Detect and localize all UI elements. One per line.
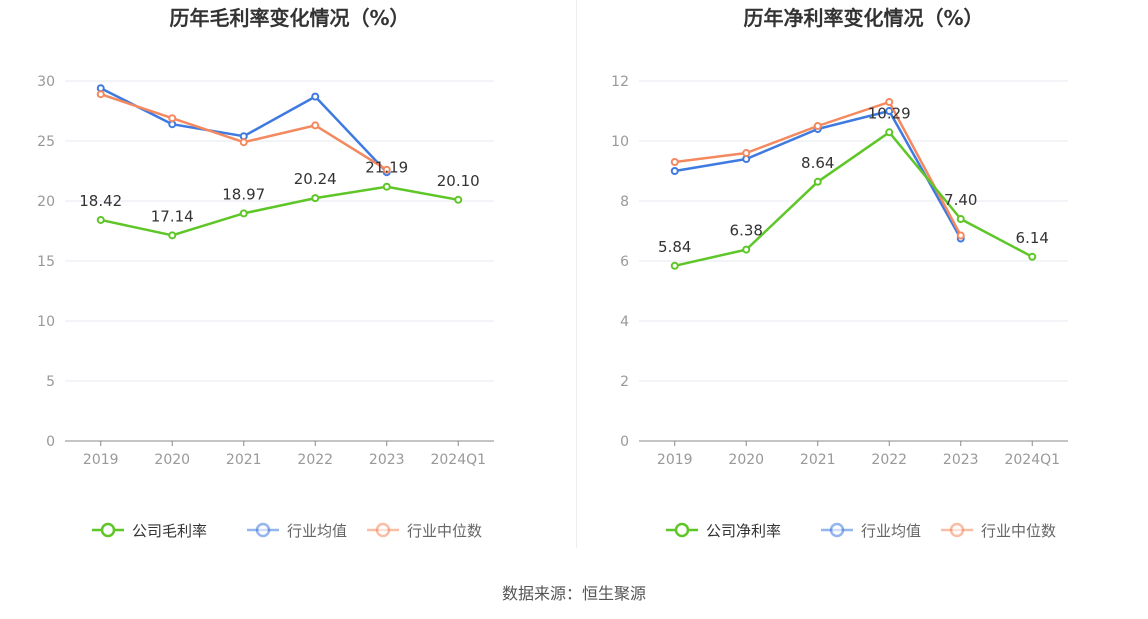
data-point-industry_avg — [311, 92, 320, 101]
data-point-industry_median — [239, 138, 248, 147]
y-tick-label: 6 — [620, 254, 629, 270]
y-tick-label: 30 — [37, 74, 55, 90]
data-point-industry_avg — [670, 167, 679, 175]
data-point-industry_median — [885, 98, 894, 106]
data-point-company — [670, 261, 679, 270]
net-margin-chart: 历年净利率变化情况（%） 0 2 4 6 8 10 12 2019 2020 2021 2022 202… — [574, 0, 1148, 560]
data-label: 8.64 — [801, 154, 834, 172]
legend-label: 公司净利率 — [706, 522, 781, 540]
data-point-company — [1028, 252, 1037, 261]
x-tick-label: 2022 — [871, 452, 907, 468]
data-label: 6.14 — [1016, 229, 1049, 247]
x-tick-label: 2022 — [297, 452, 333, 468]
legend-label: 行业中位数 — [407, 522, 482, 540]
data-point-company — [454, 195, 463, 204]
data-label: 5.84 — [658, 238, 691, 256]
data-label: 20.24 — [294, 170, 337, 188]
x-tick-label: 2019 — [83, 452, 119, 468]
x-tick-label: 2020 — [154, 452, 190, 468]
data-point-company — [885, 128, 894, 137]
data-label: 10.29 — [868, 104, 911, 122]
y-tick-label: 10 — [37, 314, 55, 330]
legend-swatch-marker — [949, 522, 965, 538]
x-tick-label: 2024Q1 — [430, 452, 486, 468]
chart-title: 历年毛利率变化情况（%） — [169, 6, 409, 30]
y-tick-label: 8 — [620, 194, 629, 210]
y-tick-label: 12 — [611, 74, 629, 90]
data-point-industry_median — [670, 158, 679, 166]
data-label: 6.38 — [730, 222, 763, 240]
x-tick-label: 2021 — [226, 452, 262, 468]
data-label: 18.42 — [79, 192, 122, 210]
data-point-industry_median — [168, 114, 177, 123]
legend-swatch-marker — [255, 522, 271, 538]
legend-label: 公司毛利率 — [132, 522, 207, 540]
data-point-company — [956, 215, 965, 223]
data-point-industry_median — [813, 122, 822, 130]
gross-margin-chart-svg: 历年毛利率变化情况（%） 0 5 10 15 20 25 30 2019 2020 2021 2022… — [37, 6, 494, 540]
legend-swatch-marker — [829, 522, 845, 538]
x-tick-label: 2024Q1 — [1004, 452, 1060, 468]
data-point-company — [311, 194, 320, 203]
legend-swatch-marker — [100, 522, 116, 538]
x-tick-label: 2020 — [728, 452, 764, 468]
series-line-company — [674, 131, 1033, 268]
y-tick-label: 25 — [37, 134, 55, 150]
series-line-industry_median — [100, 93, 388, 171]
y-tick-label: 20 — [37, 194, 55, 210]
data-point-company — [239, 209, 248, 218]
data-point-company — [813, 177, 822, 186]
x-tick-label: 2021 — [800, 452, 836, 468]
y-tick-label: 0 — [620, 434, 629, 450]
data-point-company — [96, 215, 105, 224]
chart-title: 历年净利率变化情况（%） — [743, 6, 983, 30]
y-tick-label: 10 — [611, 134, 629, 150]
data-label: 20.10 — [437, 172, 480, 190]
x-tick-label: 2023 — [369, 452, 405, 468]
y-tick-label: 5 — [46, 374, 55, 390]
data-point-industry_median — [382, 165, 391, 174]
legend-swatch-marker — [375, 522, 391, 538]
y-tick-label: 2 — [620, 374, 629, 390]
data-point-industry_median — [96, 90, 105, 99]
data-point-industry_median — [311, 121, 320, 130]
data-point-company — [168, 231, 177, 240]
panel-divider — [576, 0, 577, 548]
legend-swatch-marker — [674, 522, 690, 538]
net-margin-chart-svg: 历年净利率变化情况（%） 0 2 4 6 8 10 12 2019 2020 2021 2022 202… — [611, 6, 1068, 540]
data-label: 18.97 — [222, 185, 265, 203]
gross-margin-chart: 历年毛利率变化情况（%） 0 5 10 15 20 25 30 2019 2020 2021 2022… — [0, 0, 574, 560]
x-tick-label: 2019 — [657, 452, 693, 468]
data-label: 21.19 — [365, 159, 408, 177]
y-tick-label: 4 — [620, 314, 629, 330]
data-point-industry_median — [956, 231, 965, 240]
legend-label: 行业均值 — [287, 522, 347, 540]
data-point-industry_median — [742, 149, 751, 157]
data-source-text: 数据来源：恒生聚源 — [501, 584, 646, 603]
y-tick-label: 0 — [46, 434, 55, 450]
legend-label: 行业中位数 — [981, 522, 1056, 540]
data-point-company — [382, 182, 391, 191]
data-point-company — [742, 245, 751, 254]
y-tick-label: 15 — [37, 254, 55, 270]
x-tick-label: 2023 — [943, 452, 979, 468]
series-line-company — [100, 185, 459, 237]
data-label: 7.40 — [944, 191, 977, 209]
legend-label: 行业均值 — [861, 522, 921, 540]
data-point-industry_avg — [885, 107, 894, 115]
data-label: 17.14 — [151, 207, 194, 225]
series-line-industry_avg — [100, 87, 388, 174]
